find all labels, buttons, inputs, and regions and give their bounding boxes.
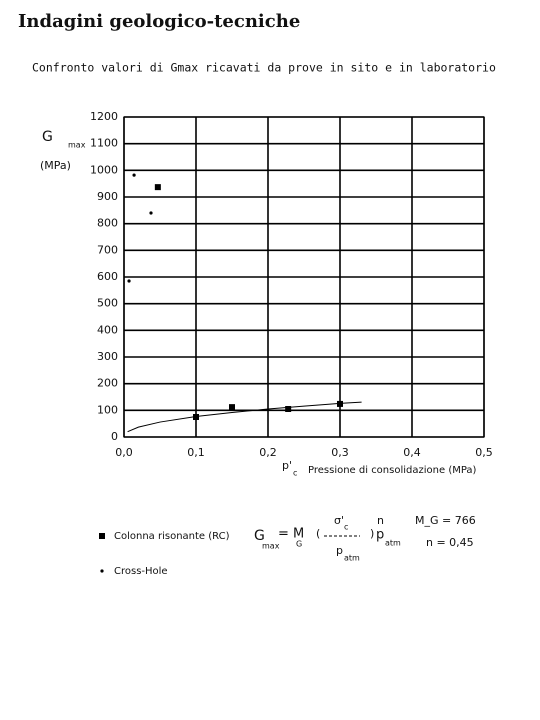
y-tick-label: 400: [97, 323, 118, 336]
x-tick-label: 0,2: [259, 446, 277, 459]
formula-num: σ': [334, 514, 344, 527]
data-point: [337, 400, 343, 407]
subtitle: Confronto valori di Gmax ricavati da pro…: [32, 61, 496, 75]
x-tick-label: 0,3: [331, 446, 349, 459]
data-point: [132, 173, 136, 177]
x-axis-label-sub: c: [293, 469, 297, 478]
x-tick-label: 0,1: [187, 446, 205, 459]
formula-paren: ): [370, 527, 374, 540]
y-tick-label: 200: [97, 377, 118, 390]
x-tick-label: 0,4: [403, 446, 421, 459]
y-tick-label: 1100: [90, 137, 118, 150]
y-tick-label: 800: [97, 217, 118, 230]
formula-g-sub: max: [262, 542, 280, 551]
x-tick-label: 0,0: [115, 446, 133, 459]
y-tick-label: 900: [97, 190, 118, 203]
y-axis-label: G: [42, 129, 53, 145]
y-tick-label: 300: [97, 350, 118, 363]
formula-num-sub: c: [344, 523, 348, 532]
data-point: [229, 404, 235, 411]
formula-p: p: [376, 528, 384, 543]
formula-g: G: [254, 528, 265, 544]
parameter: n = 0,45: [426, 536, 474, 549]
legend-marker: [100, 569, 104, 573]
formula-exp: n: [377, 514, 384, 527]
page-title: Indagini geologico-tecniche: [18, 11, 300, 32]
y-tick-label: 0: [111, 430, 118, 443]
y-tick-label: 100: [97, 403, 118, 416]
y-axis-label-sub: max: [68, 141, 86, 150]
formula-den-sub: atm: [344, 554, 360, 563]
x-axis-label-text: Pressione di consolidazione (MPa): [308, 465, 477, 476]
legend-marker: [99, 533, 105, 539]
legend-label: Cross-Hole: [114, 566, 168, 577]
data-point: [149, 211, 153, 215]
y-tick-label: 700: [97, 243, 118, 256]
data-point: [193, 414, 199, 420]
formula-m-sub: G: [296, 540, 302, 549]
data-point: [127, 279, 131, 283]
y-tick-label: 500: [97, 297, 118, 310]
formula-paren: (: [316, 527, 320, 540]
y-tick-label: 1200: [90, 110, 118, 123]
x-tick-label: 0,5: [475, 446, 493, 459]
data-point: [285, 406, 292, 412]
formula-p-sub: atm: [385, 539, 401, 548]
y-axis-unit: (MPa): [40, 159, 71, 172]
data-point: [154, 184, 161, 191]
parameter: M_G = 766: [415, 514, 476, 527]
formula-eq: = M: [278, 527, 304, 542]
y-tick-label: 600: [97, 270, 118, 283]
y-tick-label: 1000: [90, 163, 118, 176]
x-axis-label: p': [282, 459, 292, 472]
formula-den: p: [336, 544, 343, 557]
fit-curve: [127, 401, 362, 433]
legend-label: Colonna risonante (RC): [114, 531, 230, 542]
